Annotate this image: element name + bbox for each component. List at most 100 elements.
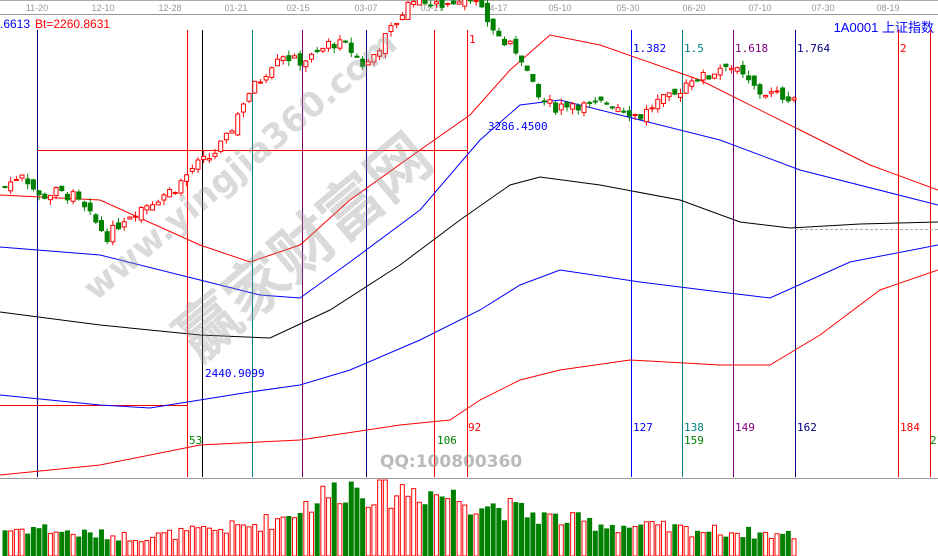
volume-bar <box>558 524 564 556</box>
volume-bar <box>604 528 610 556</box>
volume-bar <box>274 518 280 556</box>
fib-label: 1.5 <box>684 42 704 55</box>
volume-bar <box>450 489 456 556</box>
left-value: .6613 <box>0 17 31 31</box>
volume-bar <box>757 532 763 556</box>
candle <box>558 103 564 111</box>
volume-bar <box>751 538 757 556</box>
candle <box>377 50 383 57</box>
candle <box>553 102 559 113</box>
cycle-label: 149 <box>735 421 755 434</box>
candle <box>93 214 99 223</box>
volume-bar <box>780 533 786 556</box>
volume-bar <box>13 528 19 556</box>
fib-label: 1.618 <box>735 42 769 55</box>
volume-bar <box>303 500 309 556</box>
candle <box>598 96 604 101</box>
candle <box>581 102 587 113</box>
candle <box>615 107 621 112</box>
volume-bar <box>388 507 394 556</box>
candle <box>155 201 161 206</box>
cycle-label: 138 <box>684 421 704 434</box>
volume-bar <box>734 532 740 556</box>
volume-bar <box>269 528 275 556</box>
candle <box>98 220 104 232</box>
candle <box>138 207 144 221</box>
candle <box>201 155 207 161</box>
candle <box>632 113 638 116</box>
volume-bar <box>81 529 87 556</box>
candle <box>433 1 439 5</box>
candle <box>609 106 615 109</box>
volume-bar <box>615 532 621 556</box>
candle <box>677 93 683 98</box>
volume-bar <box>25 533 31 556</box>
volume-bar <box>479 508 485 556</box>
volume-bar <box>768 537 774 556</box>
volume-bar <box>326 497 332 556</box>
candle <box>643 108 649 123</box>
volume-bar <box>513 502 519 556</box>
volume-bar <box>314 503 320 556</box>
volume-bar <box>365 506 371 556</box>
volume-bar <box>201 525 207 556</box>
volume-bar <box>643 521 649 556</box>
symbol-title: 1A0001 上证指数 <box>833 20 934 35</box>
candle <box>405 1 411 20</box>
x-tick-label: 11-20 <box>25 3 49 13</box>
candle <box>785 96 791 102</box>
volume-bar <box>564 522 570 556</box>
candle <box>683 82 689 94</box>
volume-bar <box>30 526 36 556</box>
volume-bar <box>42 524 48 556</box>
candle <box>104 231 110 242</box>
candle <box>655 98 661 110</box>
upper-red-band <box>0 34 938 263</box>
candle <box>8 181 14 192</box>
volume-bar <box>706 531 712 556</box>
candle <box>64 193 70 201</box>
candle <box>592 100 598 103</box>
volume-bar <box>553 513 559 556</box>
volume-bar <box>150 536 156 556</box>
volume-bar <box>672 524 678 556</box>
volume-bar <box>592 530 598 556</box>
volume-bar <box>723 536 729 556</box>
candle <box>133 215 139 218</box>
candle <box>394 22 400 26</box>
candle <box>303 60 309 68</box>
volume-bar <box>666 531 672 556</box>
candle <box>25 178 31 185</box>
candle <box>280 56 286 62</box>
volume-bar <box>206 527 212 556</box>
candle <box>13 179 19 182</box>
volume-bar <box>700 532 706 556</box>
volume-bar <box>774 533 780 556</box>
volume-bar <box>621 525 627 556</box>
candle <box>257 81 263 84</box>
candle <box>81 201 87 208</box>
candle <box>746 75 752 81</box>
candle <box>348 42 354 53</box>
volume-bar <box>439 496 445 556</box>
volume-bar <box>178 527 184 556</box>
x-tick-label: 01-21 <box>224 3 248 13</box>
volume-bar <box>791 538 797 556</box>
candle <box>507 40 513 45</box>
candle <box>564 102 570 108</box>
candle <box>206 157 212 161</box>
candle <box>763 94 769 98</box>
candle <box>660 94 666 104</box>
volume-bar <box>87 532 93 556</box>
volume-bar <box>399 484 405 556</box>
volume-bar <box>218 528 224 556</box>
volume-bar <box>428 491 434 556</box>
volume-bar <box>712 524 718 556</box>
candle <box>524 65 530 71</box>
candle <box>388 25 394 32</box>
candle <box>354 55 360 58</box>
candle <box>462 0 468 7</box>
volume-bar <box>502 520 508 556</box>
candle <box>490 18 496 31</box>
